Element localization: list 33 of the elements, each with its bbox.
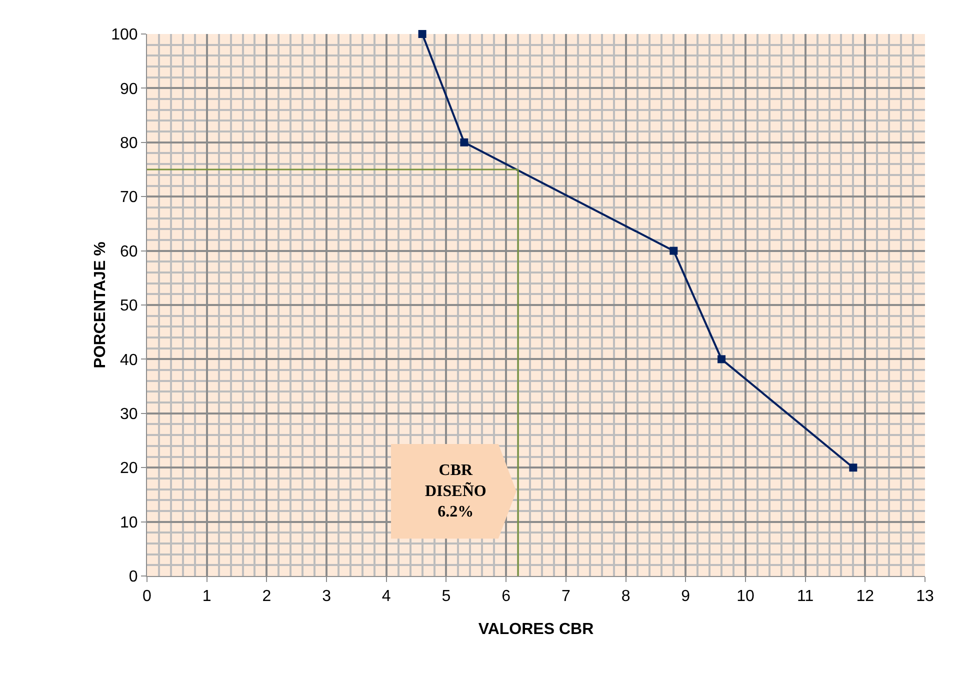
point	[670, 246, 678, 255]
x-tick-label: 7	[561, 588, 570, 606]
x-tick-label: 12	[856, 588, 874, 606]
point	[460, 138, 468, 146]
x-tick-label: 0	[142, 588, 152, 606]
x-tick-label: 13	[916, 588, 934, 606]
y-tick-label: 70	[120, 189, 138, 206]
y-tick-label: 60	[120, 243, 138, 260]
y-tick-label: 40	[120, 352, 138, 369]
point	[849, 464, 858, 472]
x-tick-label: 4	[382, 588, 391, 606]
x-tick-label: 1	[202, 588, 212, 606]
ref-line-label: CBR DISEÑO 6.2%	[425, 462, 486, 521]
x-tick-label: 3	[322, 588, 332, 606]
y-tick-label: 50	[120, 298, 138, 315]
y-tick-label: 0	[128, 568, 138, 586]
y-tick-label: 90	[120, 80, 138, 98]
x-axis-title: VALORES CBR	[478, 621, 594, 638]
x-tick-label: 10	[736, 588, 754, 606]
y-tick-label: 30	[120, 406, 138, 423]
y-tick-label: 10	[120, 514, 138, 532]
x-tick-label: 5	[442, 588, 451, 606]
x-tick-label: 6	[502, 588, 511, 606]
y-tick-label: 100	[111, 26, 138, 44]
y-tick-label: 20	[120, 460, 138, 478]
point	[418, 30, 426, 38]
x-tick-label: 8	[621, 588, 630, 606]
x-tick-label: 11	[797, 588, 814, 606]
point	[718, 355, 726, 364]
x-tick-label: 2	[262, 588, 272, 606]
x-tick-label: 9	[681, 588, 690, 606]
y-axis-title: PORCENTAJE %	[92, 242, 109, 368]
y-tick-label: 80	[120, 135, 138, 152]
